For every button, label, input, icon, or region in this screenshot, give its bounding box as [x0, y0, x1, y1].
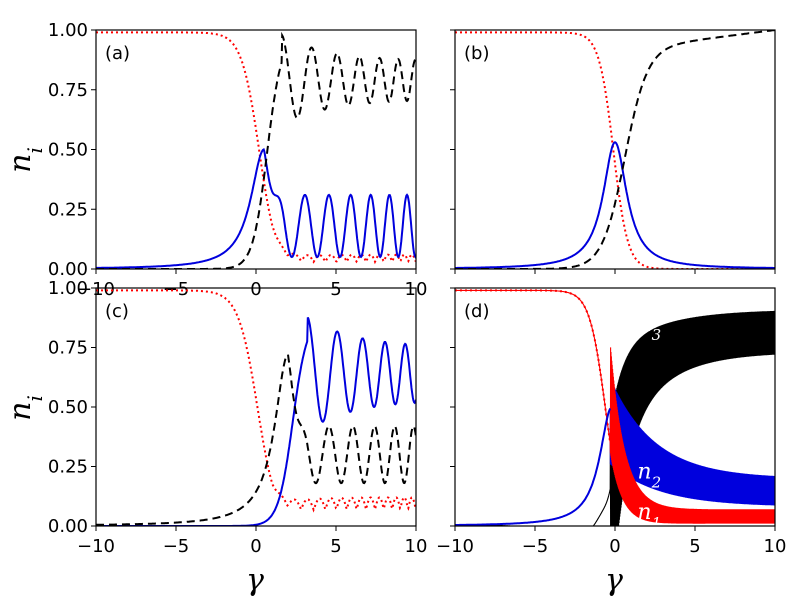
panel-3: 0.00 0.25 0.50 0.75 1.00 −10 −5 0 5 10 (c) [48, 278, 428, 557]
xtick-label: 10 [764, 536, 787, 557]
series-n1-left [455, 289, 612, 443]
ytick-label: 0.00 [48, 516, 88, 537]
series-n1 [455, 289, 775, 524]
ytick-label: 0.50 [48, 397, 88, 418]
xtick-label: 10 [405, 536, 428, 557]
ytick-label: 0.25 [48, 457, 88, 478]
xtick-label: 5 [330, 536, 341, 557]
xtick-label: −10 [77, 536, 115, 557]
axes-frame [95, 29, 417, 270]
ytick-label: 1.00 [48, 20, 88, 41]
xtick-label: −5 [163, 536, 190, 557]
ytick-label: 1.00 [48, 278, 88, 299]
svg-text:ni: ni [3, 147, 47, 173]
plot-area [96, 31, 416, 269]
series-n3 [455, 30, 775, 269]
xtick-label: 0 [609, 536, 620, 557]
series-n2-left [455, 408, 612, 526]
xlabel-left: γ [246, 563, 264, 598]
series-n1 [96, 289, 416, 514]
panel-label: (b) [464, 43, 489, 64]
series-n1 [455, 31, 775, 269]
curve-label-n1: n1 [637, 500, 661, 532]
plot-area [455, 289, 775, 526]
ytick-label: 0.75 [48, 80, 88, 101]
ytick-label: 0.50 [48, 140, 88, 161]
plot-area [455, 30, 775, 269]
panel-4: n1 n2 n3 −10 −5 0 5 10 (d) [436, 287, 787, 557]
plot-area [96, 289, 416, 526]
panel-1: 0.000.250.500.751.00−10 −5 0 5 10(a) [48, 20, 428, 300]
xtick-label: −10 [436, 536, 474, 557]
ytick-label: 0.75 [48, 338, 88, 359]
panel-label: (d) [464, 301, 489, 322]
xlabel-right: γ [605, 563, 623, 598]
panel-label: (c) [105, 301, 129, 322]
series-n3 [96, 353, 416, 526]
ytick-label: 0.00 [48, 259, 88, 280]
axes-frame [454, 29, 776, 270]
xtick-label: 0 [250, 279, 261, 300]
svg-text:ni: ni [3, 395, 47, 421]
ytick-label: 0.25 [48, 199, 88, 220]
panels: 0.000.250.500.751.00−10 −5 0 5 10(a) (b)0.000… [48, 20, 787, 557]
series-n2 [455, 141, 775, 269]
series-n2 [96, 316, 416, 526]
xtick-label: −5 [522, 536, 549, 557]
ylabel-top: ni [3, 147, 47, 173]
xtick-label: 5 [330, 279, 341, 300]
ylabel-bottom: ni [3, 395, 47, 421]
series-n2 [96, 148, 416, 269]
series-n3 [96, 31, 416, 269]
panel-2: (b) [450, 29, 776, 274]
xtick-label: 0 [250, 536, 261, 557]
xtick-label: 5 [689, 536, 700, 557]
curve-label-n2: n2 [637, 459, 661, 491]
curve-label-n3: n3 [637, 312, 661, 344]
panel-label: (a) [105, 43, 130, 64]
